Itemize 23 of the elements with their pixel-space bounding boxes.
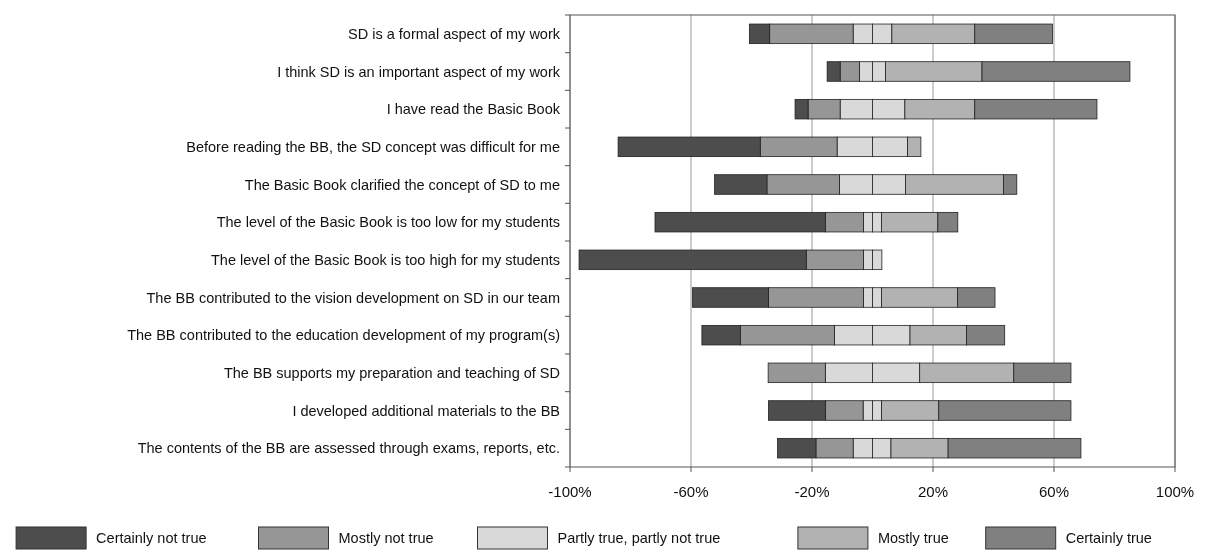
x-tick-label: 100% [1155,483,1195,500]
legend-label: Mostly not true [338,530,434,546]
x-tick-label: 60% [1038,483,1070,500]
legend-label: Certainly not true [96,530,207,546]
y-tick-label: The Basic Book clarified the concept of SD to me [244,176,560,193]
x-tick-label: -100% [548,483,592,500]
y-tick-label: The level of the Basic Book is too high for my students [211,251,560,268]
legend-label: Partly true, partly not true [557,530,721,546]
y-tick-label: I have read the Basic Book [386,101,561,118]
x-tick-label: -60% [673,483,709,500]
y-tick-label: The BB contributed to the education development of my program(s) [127,327,560,344]
y-tick-label: I think SD is an important aspect of my work [277,63,561,80]
y-tick-label: The BB contributed to the vision development on SD in our team [146,289,560,306]
y-tick-label: The contents of the BB are assessed through exams, reports, etc. [137,440,560,457]
y-tick-label: The BB supports my preparation and teaching of SD [223,364,560,381]
legend-label: Certainly true [1065,530,1152,546]
x-tick-label: -20% [794,483,830,500]
x-tick-label: 20% [917,483,949,500]
legend-label: Mostly true [877,530,949,546]
y-tick-label: The level of the Basic Book is too low for my students [216,214,560,231]
y-tick-label: Before reading the BB, the SD concept was difficult for me [186,138,560,155]
y-tick-label: SD is a formal aspect of my work [348,25,561,42]
y-tick-label: I developed additional materials to the BB [292,402,560,419]
